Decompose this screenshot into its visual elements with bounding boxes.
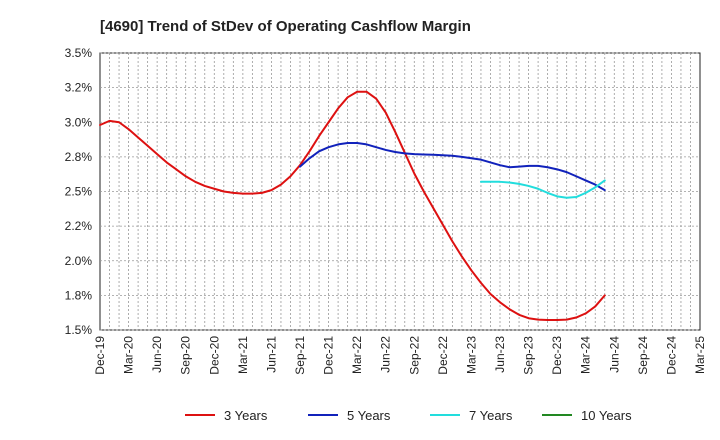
y-tick-label: 2.5% xyxy=(65,185,93,199)
x-axis: Dec-19 Mar-20 Jun-20 Sep-20 Dec-20 Mar-21 Jun-… xyxy=(93,336,707,375)
x-tick-label: Sep-22 xyxy=(407,336,421,375)
x-tick-label: Mar-22 xyxy=(350,336,364,374)
x-tick-label: Dec-22 xyxy=(436,336,450,375)
y-axis: 1.5% 1.8% 2.0% 2.2% 2.5% 2.8% 3.0% 3.2% 3.5% xyxy=(65,46,93,337)
x-tick-label: Sep-20 xyxy=(179,336,193,375)
x-tick-label: Jun-22 xyxy=(379,336,393,373)
legend-label: 5 Years xyxy=(347,408,391,423)
y-tick-label: 3.0% xyxy=(65,115,93,129)
x-tick-label: Mar-23 xyxy=(464,336,478,374)
x-tick-label: Sep-21 xyxy=(293,336,307,375)
series-line-7-years xyxy=(479,179,606,199)
series-line-5-years xyxy=(299,142,606,192)
y-tick-label: 3.2% xyxy=(65,81,93,95)
grid xyxy=(100,52,700,331)
y-tick-label: 2.8% xyxy=(65,150,93,164)
x-tick-label: Jun-23 xyxy=(493,336,507,373)
x-tick-label: Jun-21 xyxy=(264,336,278,373)
x-tick-label: Dec-24 xyxy=(664,336,678,375)
x-tick-label: Mar-25 xyxy=(693,336,707,374)
legend: 3 Years 5 Years 7 Years 10 Years xyxy=(185,408,632,423)
y-tick-label: 2.2% xyxy=(65,219,93,233)
y-tick-label: 2.0% xyxy=(65,254,93,268)
legend-label: 7 Years xyxy=(469,408,513,423)
y-tick-label: 1.5% xyxy=(65,323,93,337)
x-tick-label: Jun-24 xyxy=(607,336,621,373)
x-tick-label: Dec-23 xyxy=(550,336,564,375)
chart-title: [4690] Trend of StDev of Operating Cashf… xyxy=(100,18,471,35)
x-tick-label: Dec-19 xyxy=(93,336,107,375)
legend-label: 3 Years xyxy=(224,408,268,423)
y-tick-label: 1.8% xyxy=(65,288,93,302)
x-tick-label: Sep-24 xyxy=(636,336,650,375)
legend-label: 10 Years xyxy=(581,408,632,423)
x-tick-label: Mar-24 xyxy=(579,336,593,374)
series-layer xyxy=(99,90,606,322)
x-tick-label: Sep-23 xyxy=(522,336,536,375)
x-tick-label: Mar-20 xyxy=(122,336,136,374)
x-tick-label: Mar-21 xyxy=(236,336,250,374)
x-tick-label: Dec-21 xyxy=(322,336,336,375)
series-line-3-years xyxy=(99,90,606,322)
x-tick-label: Jun-20 xyxy=(150,336,164,373)
x-tick-label: Dec-20 xyxy=(207,336,221,375)
y-tick-label: 3.5% xyxy=(65,46,93,60)
